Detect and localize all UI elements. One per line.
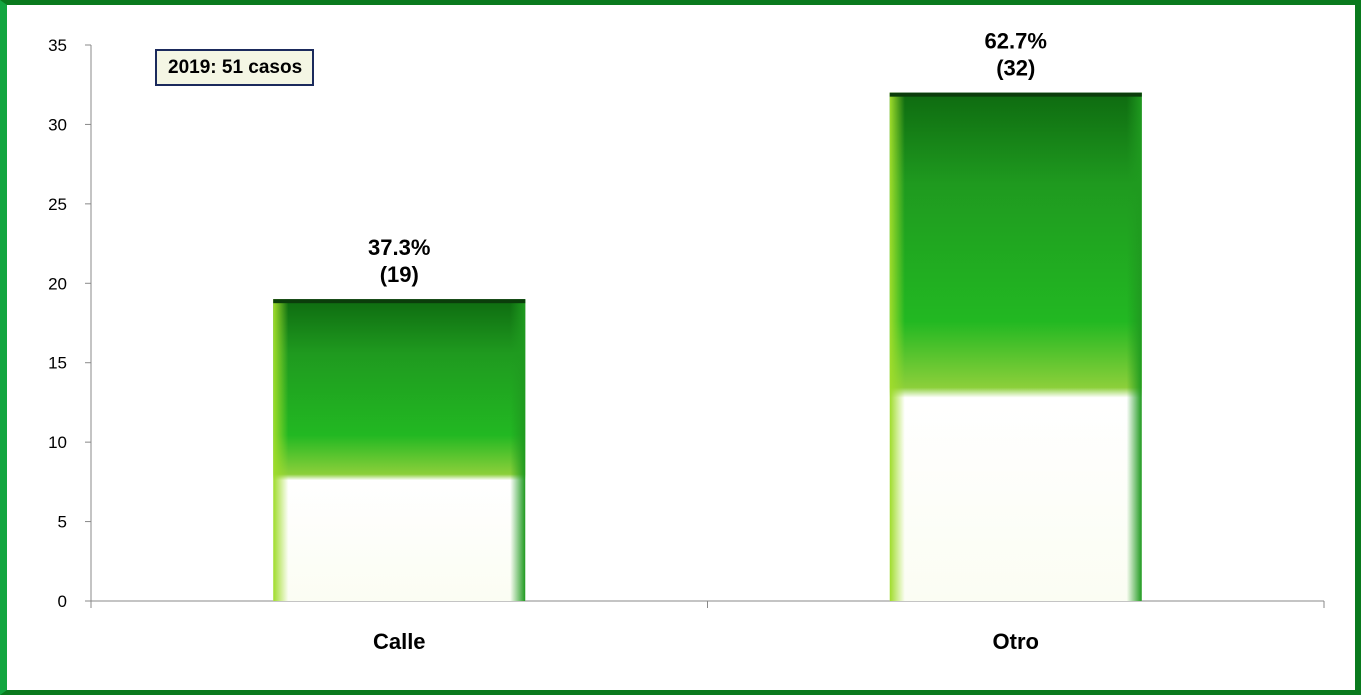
bars [273, 92, 1142, 602]
data-label-percent: 37.3% [368, 235, 430, 260]
y-tick-label: 0 [58, 592, 67, 611]
data-label-count: (32) [996, 56, 1035, 81]
data-label-count: (19) [380, 262, 419, 287]
y-tick-label: 30 [48, 115, 67, 134]
annotation-box: 2019: 51 casos [155, 49, 315, 86]
bar-edge-shading [273, 299, 526, 601]
labels: 37.3%(19) Calle 62.7%(32) Otro [368, 29, 1047, 654]
bar-edge-shading [889, 92, 1142, 602]
bar-group [889, 92, 1142, 602]
y-tick-label: 20 [48, 274, 67, 293]
bar-top-edge [889, 92, 1142, 97]
data-label-percent: 62.7% [985, 29, 1047, 54]
y-tick-label: 15 [48, 354, 67, 373]
y-tick-label: 5 [58, 513, 67, 532]
bar-group [273, 299, 526, 601]
y-tick-label: 10 [48, 433, 67, 452]
y-tick-label: 35 [48, 36, 67, 55]
bar-chart: 0 5 10 15 20 25 30 35 37.3%(19) Calle 62.7%(32) Ot… [48, 29, 1325, 654]
y-tick-label: 25 [48, 195, 67, 214]
x-category-label: Otro [993, 629, 1039, 654]
x-category-label: Calle [373, 629, 426, 654]
bar-top-edge [273, 299, 526, 304]
